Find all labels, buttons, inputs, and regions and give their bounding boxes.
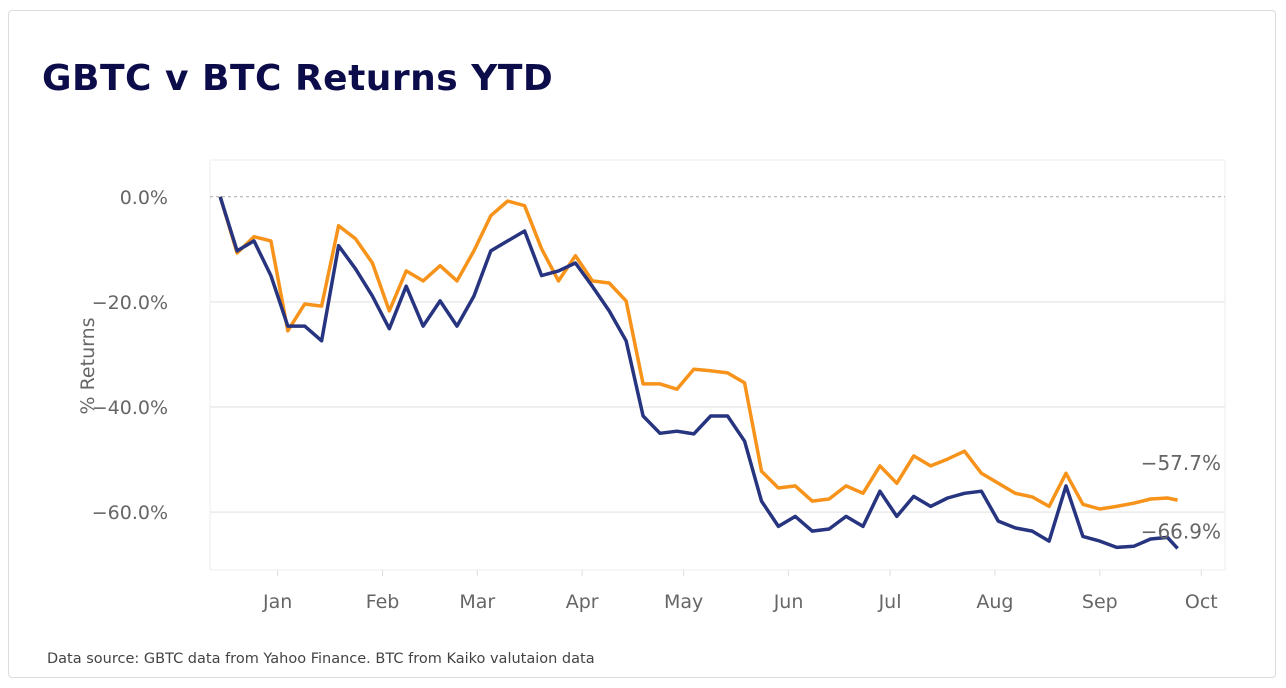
axes: 0.0% −20.0% −40.0% −60.0% Jan Feb Mar Apr May Jun…: [92, 187, 1218, 613]
end-value-label: −66.9%: [1141, 519, 1221, 543]
x-tick-label: Mar: [459, 591, 495, 613]
series-line-1: [218, 196, 1179, 550]
x-tick-label: Feb: [366, 591, 400, 613]
series-lines: [218, 196, 1179, 550]
x-tick-label: Aug: [976, 591, 1013, 613]
data-source-note: Data source: GBTC data from Yahoo Financ…: [47, 651, 595, 667]
x-tick-label: Jul: [878, 591, 902, 613]
y-tick-label: 0.0%: [120, 187, 168, 209]
x-tick-label: Oct: [1185, 591, 1218, 613]
x-tick-label: Sep: [1082, 591, 1118, 613]
x-tick-label: May: [664, 591, 703, 613]
series-line-0: [218, 196, 1178, 511]
end-labels: −57.7% −66.9%: [1141, 451, 1221, 543]
x-tick-label: Jun: [773, 591, 804, 613]
y-axis-label: % Returns: [77, 317, 99, 414]
y-tick-label: −60.0%: [92, 502, 168, 524]
end-value-label: −57.7%: [1141, 451, 1221, 475]
gridlines: [209, 159, 1226, 571]
x-tick-label: Jan: [262, 591, 292, 613]
chart-card: [8, 10, 1276, 678]
y-tick-label: −40.0%: [92, 397, 168, 419]
x-tick-label: Apr: [566, 591, 599, 613]
chart-title: GBTC v BTC Returns YTD: [42, 58, 554, 99]
y-tick-label: −20.0%: [92, 292, 168, 314]
